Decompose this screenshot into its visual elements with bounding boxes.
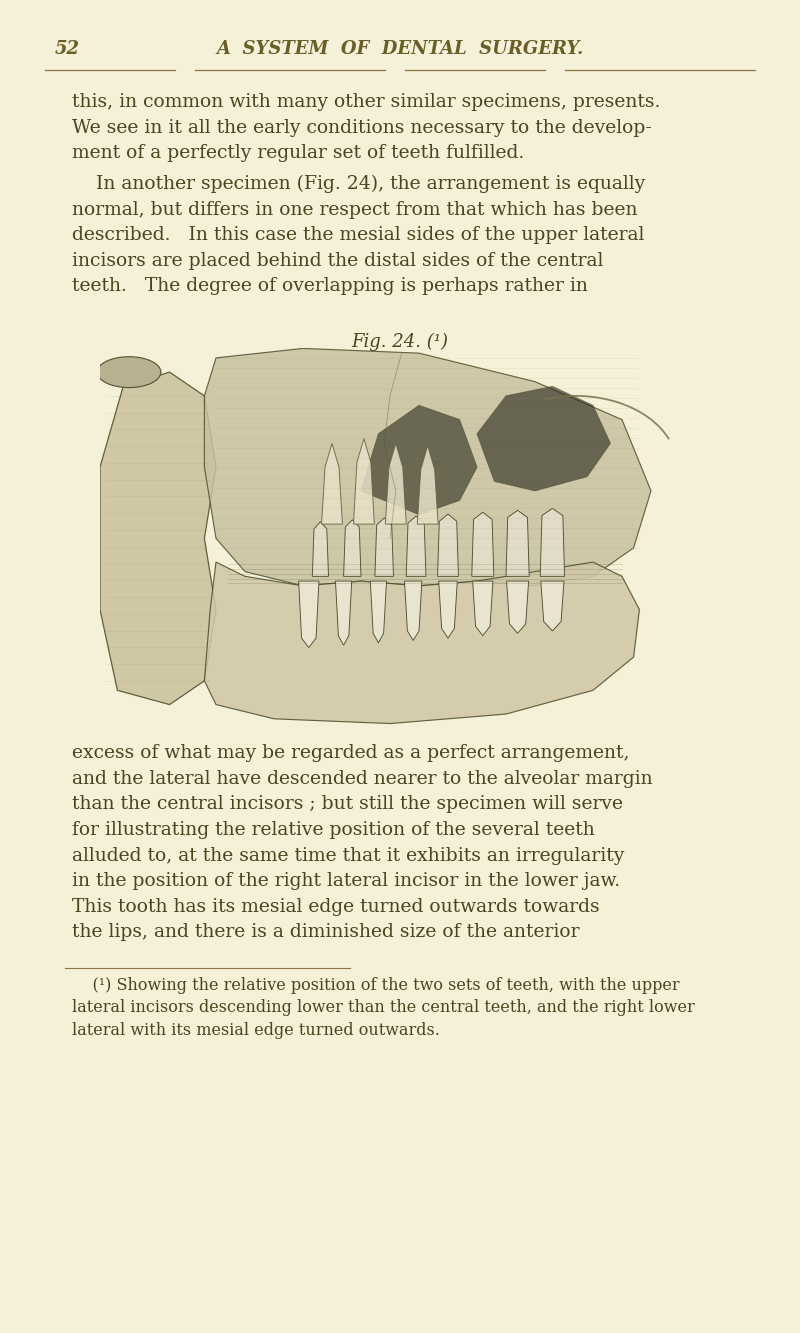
Polygon shape	[540, 508, 565, 576]
Text: described.   In this case the mesial sides of the upper lateral: described. In this case the mesial sides…	[72, 227, 644, 244]
Polygon shape	[541, 581, 564, 631]
Polygon shape	[506, 511, 530, 576]
Polygon shape	[473, 581, 493, 636]
Text: this, in common with many other similar specimens, presents.: this, in common with many other similar …	[72, 93, 660, 111]
Polygon shape	[370, 581, 386, 643]
Polygon shape	[418, 445, 438, 524]
Polygon shape	[335, 581, 352, 645]
Text: alluded to, at the same time that it exhibits an irregularity: alluded to, at the same time that it exh…	[72, 846, 624, 865]
Polygon shape	[406, 516, 426, 576]
Polygon shape	[438, 515, 458, 576]
Polygon shape	[405, 581, 422, 640]
Polygon shape	[205, 563, 639, 724]
Text: normal, but differs in one respect from that which has been: normal, but differs in one respect from …	[72, 201, 638, 219]
Text: In another specimen (Fig. 24), the arrangement is equally: In another specimen (Fig. 24), the arran…	[72, 175, 646, 193]
Polygon shape	[375, 519, 394, 576]
Text: We see in it all the early conditions necessary to the develop-: We see in it all the early conditions ne…	[72, 119, 652, 136]
Polygon shape	[298, 581, 319, 648]
Text: A  SYSTEM  OF  DENTAL  SURGERY.: A SYSTEM OF DENTAL SURGERY.	[216, 40, 584, 59]
Polygon shape	[361, 405, 477, 515]
Text: and the lateral have descended nearer to the alveolar margin: and the lateral have descended nearer to…	[72, 770, 653, 788]
Text: incisors are placed behind the distal sides of the central: incisors are placed behind the distal si…	[72, 252, 603, 269]
Ellipse shape	[97, 357, 161, 388]
Text: excess of what may be regarded as a perfect arrangement,: excess of what may be regarded as a perf…	[72, 744, 630, 762]
Polygon shape	[438, 581, 458, 639]
Text: in the position of the right lateral incisor in the lower jaw.: in the position of the right lateral inc…	[72, 872, 620, 890]
Polygon shape	[312, 521, 329, 576]
Polygon shape	[386, 444, 406, 524]
Text: 52: 52	[55, 40, 80, 59]
Text: ment of a perfectly regular set of teeth fulfilled.: ment of a perfectly regular set of teeth…	[72, 144, 524, 163]
Text: than the central incisors ; but still the specimen will serve: than the central incisors ; but still th…	[72, 796, 623, 813]
Polygon shape	[477, 387, 610, 491]
Polygon shape	[205, 348, 651, 585]
Text: Fig. 24. (¹): Fig. 24. (¹)	[351, 332, 449, 351]
Polygon shape	[506, 581, 529, 633]
Text: teeth.   The degree of overlapping is perhaps rather in: teeth. The degree of overlapping is perh…	[72, 277, 588, 296]
Text: (¹) Showing the relative position of the two sets of teeth, with the upper: (¹) Showing the relative position of the…	[72, 977, 680, 994]
Text: lateral incisors descending lower than the central teeth, and the right lower: lateral incisors descending lower than t…	[72, 1000, 694, 1016]
Text: the lips, and there is a diminished size of the anterior: the lips, and there is a diminished size…	[72, 924, 579, 941]
Text: This tooth has its mesial edge turned outwards towards: This tooth has its mesial edge turned ou…	[72, 898, 600, 916]
Polygon shape	[322, 444, 342, 524]
Polygon shape	[344, 520, 361, 576]
Text: lateral with its mesial edge turned outwards.: lateral with its mesial edge turned outw…	[72, 1021, 440, 1038]
Polygon shape	[100, 372, 216, 705]
Polygon shape	[472, 512, 494, 576]
Polygon shape	[354, 439, 374, 524]
Text: for illustrating the relative position of the several teeth: for illustrating the relative position o…	[72, 821, 594, 838]
